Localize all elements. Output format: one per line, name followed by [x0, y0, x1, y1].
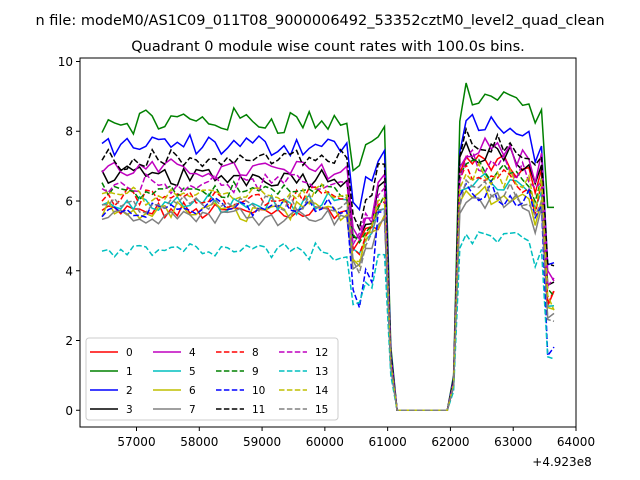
- series-line-11: [101, 126, 555, 412]
- x-tick-label: 64000: [557, 435, 595, 449]
- series-line-14: [101, 161, 555, 412]
- series-line-4: [101, 136, 555, 412]
- y-tick-label: 8: [65, 125, 73, 139]
- legend-label-15: 15: [315, 404, 328, 416]
- legend-label-9: 9: [252, 366, 259, 378]
- series-line-8: [101, 162, 555, 412]
- x-tick-label: 62000: [431, 435, 469, 449]
- y-tick-label: 2: [65, 334, 73, 348]
- legend-label-1: 1: [126, 366, 133, 378]
- x-tick-label: 58000: [180, 435, 218, 449]
- series-line-7: [101, 191, 555, 412]
- x-tick-label: 63000: [494, 435, 532, 449]
- y-axis: 0 2 4 6 8 10: [58, 55, 80, 418]
- legend-label-13: 13: [315, 366, 328, 378]
- figure-suptitle: n file: modeM0/AS1C09_011T08_9000006492_…: [35, 13, 604, 29]
- legend-label-14: 14: [315, 385, 329, 397]
- y-tick-label: 6: [65, 194, 73, 208]
- legend-label-5: 5: [189, 366, 196, 378]
- x-tick-label: 61000: [369, 435, 407, 449]
- series-line-12: [101, 148, 555, 412]
- legend-label-2: 2: [126, 385, 133, 397]
- x-axis: 57000 58000 59000 60000 61000 62000 63000 64000: [117, 427, 595, 449]
- y-tick-label: 10: [58, 55, 73, 69]
- legend-label-0: 0: [126, 347, 133, 359]
- x-tick-label: 57000: [117, 435, 155, 449]
- legend-box: [85, 337, 339, 421]
- plot-lines: [101, 82, 555, 412]
- legend-label-6: 6: [189, 385, 196, 397]
- y-tick-label: 0: [65, 404, 73, 418]
- legend-label-3: 3: [126, 404, 133, 416]
- series-line-10: [101, 179, 555, 412]
- series-line-15: [101, 178, 555, 412]
- chart-title: Quadrant 0 module wise count rates with …: [131, 39, 525, 55]
- legend-label-12: 12: [315, 347, 328, 359]
- series-line-0: [101, 154, 555, 412]
- x-tick-label: 59000: [243, 435, 281, 449]
- legend-label-8: 8: [252, 347, 259, 359]
- legend-label-11: 11: [252, 404, 265, 416]
- x-offset-label: +4.923e8: [532, 455, 591, 469]
- legend-label-7: 7: [189, 404, 196, 416]
- legend-label-4: 4: [189, 347, 196, 359]
- plot-frame: [79, 57, 577, 428]
- legend-label-10: 10: [252, 385, 265, 397]
- x-tick-label: 60000: [306, 435, 344, 449]
- series-line-13: [101, 231, 555, 412]
- series-line-2: [101, 113, 555, 412]
- series-line-6: [101, 185, 555, 412]
- y-tick-label: 4: [65, 264, 73, 278]
- series-line-1: [101, 82, 554, 412]
